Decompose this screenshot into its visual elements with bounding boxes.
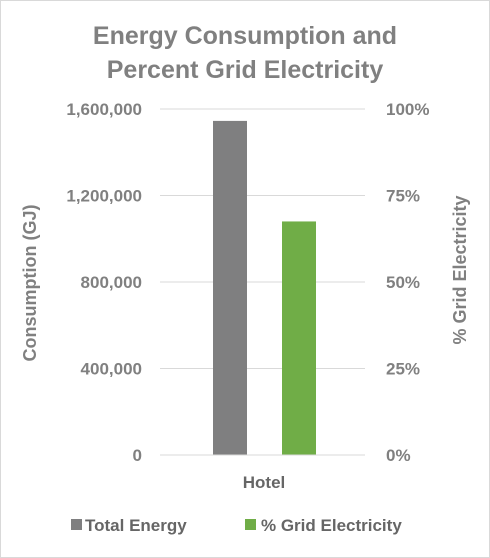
y-tick-label-left: 1,200,000 <box>66 187 142 206</box>
legend-label-total-energy: Total Energy <box>85 516 187 535</box>
x-tick-label-hotel: Hotel <box>243 473 286 492</box>
legend: Total Energy % Grid Electricity <box>71 516 402 535</box>
y-tick-label-left: 0 <box>133 446 142 465</box>
chart-title-line-1: Energy Consumption and <box>93 22 397 50</box>
y-tick-label-right: 25% <box>386 360 420 379</box>
y-tick-label-right: 100% <box>386 100 429 119</box>
y-tick-label-right: 0% <box>386 446 411 465</box>
legend-swatch-grid-electricity <box>245 519 256 530</box>
y-axis-title-left: Consumption (GJ) <box>20 205 40 362</box>
bar-grid-electricity <box>282 221 316 455</box>
y-axis-title-right: % Grid Electricity <box>450 195 470 344</box>
y-tick-label-left: 800,000 <box>81 273 142 292</box>
legend-swatch-total-energy <box>71 519 82 530</box>
bar-total-energy <box>213 120 247 456</box>
y-tick-label-right: 50% <box>386 273 420 292</box>
y-tick-label-left: 1,600,000 <box>66 100 142 119</box>
legend-label-grid-electricity: % Grid Electricity <box>261 516 402 535</box>
chart-title-line-2: Percent Grid Electricity <box>107 56 384 84</box>
y-tick-label-right: 75% <box>386 187 420 206</box>
y-tick-label-left: 400,000 <box>81 360 142 379</box>
